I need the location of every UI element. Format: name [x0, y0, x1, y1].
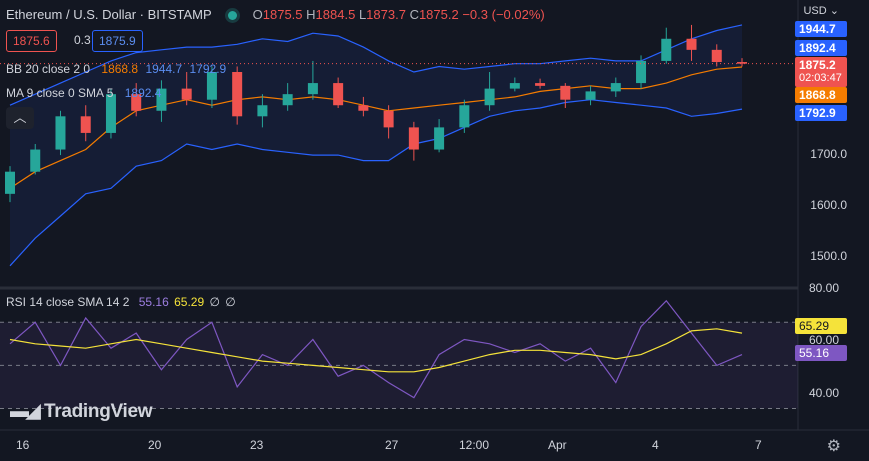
symbol-title[interactable]: Ethereum / U.S. Dollar · BITSTAMP	[6, 7, 212, 22]
candle-body	[307, 83, 318, 95]
candle-body	[560, 85, 571, 100]
candle-body	[383, 110, 394, 128]
rsi-tick: 60.00	[808, 333, 839, 347]
settings-gear-icon[interactable]: ⚙	[826, 438, 841, 455]
tradingview-logo[interactable]: ▬◢ TradingView	[10, 401, 153, 422]
candle-body	[181, 88, 192, 100]
bb-legend[interactable]: BB 20 close 2 0 1868.8 1944.7 1792.9	[6, 62, 227, 76]
candle-body	[711, 49, 722, 63]
bid-price[interactable]: 1875.6	[6, 30, 57, 52]
time-tick: 4	[652, 438, 659, 452]
rsi-sma-label: 65.29	[795, 318, 847, 334]
rsi-line	[9, 299, 743, 399]
candle-body	[257, 105, 268, 117]
bb-lower-line	[9, 99, 743, 267]
price-tick: 1700.0	[810, 147, 847, 161]
price-change: −0.3 (−0.02%)	[462, 7, 545, 22]
candle-body	[282, 94, 293, 106]
collapse-legend-button[interactable]: ︿	[6, 107, 34, 129]
currency-selector[interactable]: USD ⌄	[803, 5, 839, 17]
candle-body	[737, 62, 747, 64]
market-status-icon	[227, 11, 237, 20]
last-price: 1875.2	[799, 58, 836, 72]
bb-lower-label: 1792.9	[795, 105, 847, 121]
rsi-value-label: 55.16	[795, 345, 847, 361]
candle-body	[585, 91, 596, 100]
candle-body	[156, 88, 167, 111]
tradingview-icon: ▬◢	[10, 401, 41, 422]
last-price-label: 1875.2 02:03:47	[795, 57, 847, 87]
bb-upper-label: 1944.7	[795, 21, 847, 37]
candle-body	[459, 105, 470, 128]
candle-body	[610, 83, 621, 92]
spread-value: 0.3	[74, 33, 91, 47]
candle-body	[358, 105, 369, 111]
chevron-down-icon: ⌄	[829, 5, 839, 17]
candle-body	[131, 94, 142, 111]
candle-body	[206, 72, 217, 100]
candle-body	[535, 83, 546, 86]
bb-basis-label: 1868.8	[795, 87, 847, 103]
ma-price-label: 1892.4	[795, 40, 847, 56]
rsi-band-fill	[0, 322, 798, 409]
bb-band-fill	[10, 24, 742, 266]
candle-body	[484, 88, 495, 106]
time-tick: Apr	[548, 438, 567, 452]
rsi-tick: 80.00	[808, 281, 839, 295]
candle-body	[333, 83, 344, 106]
candle-body	[30, 149, 41, 172]
time-tick: 20	[148, 438, 162, 452]
ohlc-values: O1875.5 H1884.5 L1873.7 C1875.2 −0.3 (−0…	[252, 7, 545, 22]
time-tick: 12:00	[459, 438, 490, 452]
chevron-up-icon: ︿	[13, 110, 27, 125]
time-tick: 27	[385, 438, 399, 452]
candle-body	[105, 94, 116, 133]
price-tick: 1600.0	[810, 198, 847, 212]
rsi-legend[interactable]: RSI 14 close SMA 14 2 55.16 65.29 ∅ ∅	[6, 295, 236, 309]
ask-price[interactable]: 1875.9	[92, 30, 143, 52]
candle-body	[661, 38, 672, 61]
candle-body	[434, 127, 445, 150]
rsi-sma-line	[9, 328, 743, 373]
candle-body	[5, 171, 15, 194]
chart-legend-title: Ethereum / U.S. Dollar · BITSTAMP O1875.5…	[6, 7, 545, 22]
price-tick: 1500.0	[810, 249, 847, 263]
candle-body	[55, 116, 66, 150]
candle-body	[636, 60, 647, 84]
candle-body	[232, 72, 243, 117]
ma-legend[interactable]: MA 9 close 0 SMA 5 1892.4	[6, 86, 162, 100]
bb-upper-line	[9, 24, 743, 106]
time-tick: 23	[250, 438, 264, 452]
rsi-tick: 40.00	[808, 386, 839, 400]
candle-body	[80, 116, 91, 133]
candle-body	[686, 38, 697, 50]
candle-countdown: 02:03:47	[799, 72, 842, 84]
time-tick: 16	[16, 438, 30, 452]
candle-body	[408, 127, 419, 150]
candle-body	[509, 83, 520, 89]
time-tick: 7	[755, 438, 762, 452]
